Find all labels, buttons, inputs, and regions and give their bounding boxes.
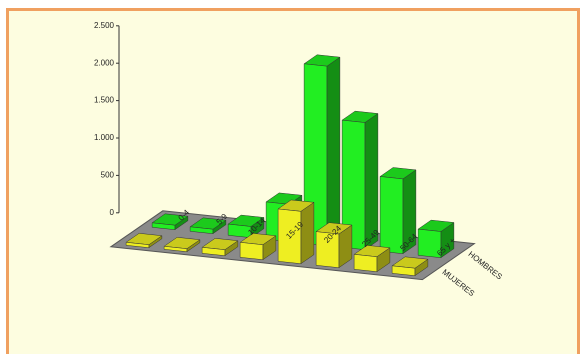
bar (125, 242, 150, 248)
y-tick-label: 1.500 (94, 96, 115, 105)
bar (417, 228, 442, 258)
y-tick-label: 0 (110, 208, 115, 217)
chart-panel (6, 8, 580, 354)
bar (151, 222, 176, 230)
bar (391, 265, 416, 276)
bar (353, 254, 378, 272)
bar-side (326, 56, 341, 247)
bar (379, 176, 404, 254)
legend-label: MUJERES (440, 268, 476, 299)
y-tick-label: 2.000 (94, 58, 115, 67)
bar (189, 226, 214, 234)
y-tick-label: 2.500 (94, 21, 115, 30)
bar (239, 242, 264, 260)
bar (277, 208, 302, 264)
legend-label: HOMBRES (466, 250, 503, 282)
bar (341, 119, 366, 250)
y-tick-label: 1.000 (94, 133, 115, 142)
bar (315, 231, 340, 268)
y-tick-label: 500 (101, 171, 115, 180)
bar (163, 246, 188, 252)
bar (201, 247, 226, 256)
bar-side (300, 201, 315, 265)
bar (227, 223, 252, 238)
